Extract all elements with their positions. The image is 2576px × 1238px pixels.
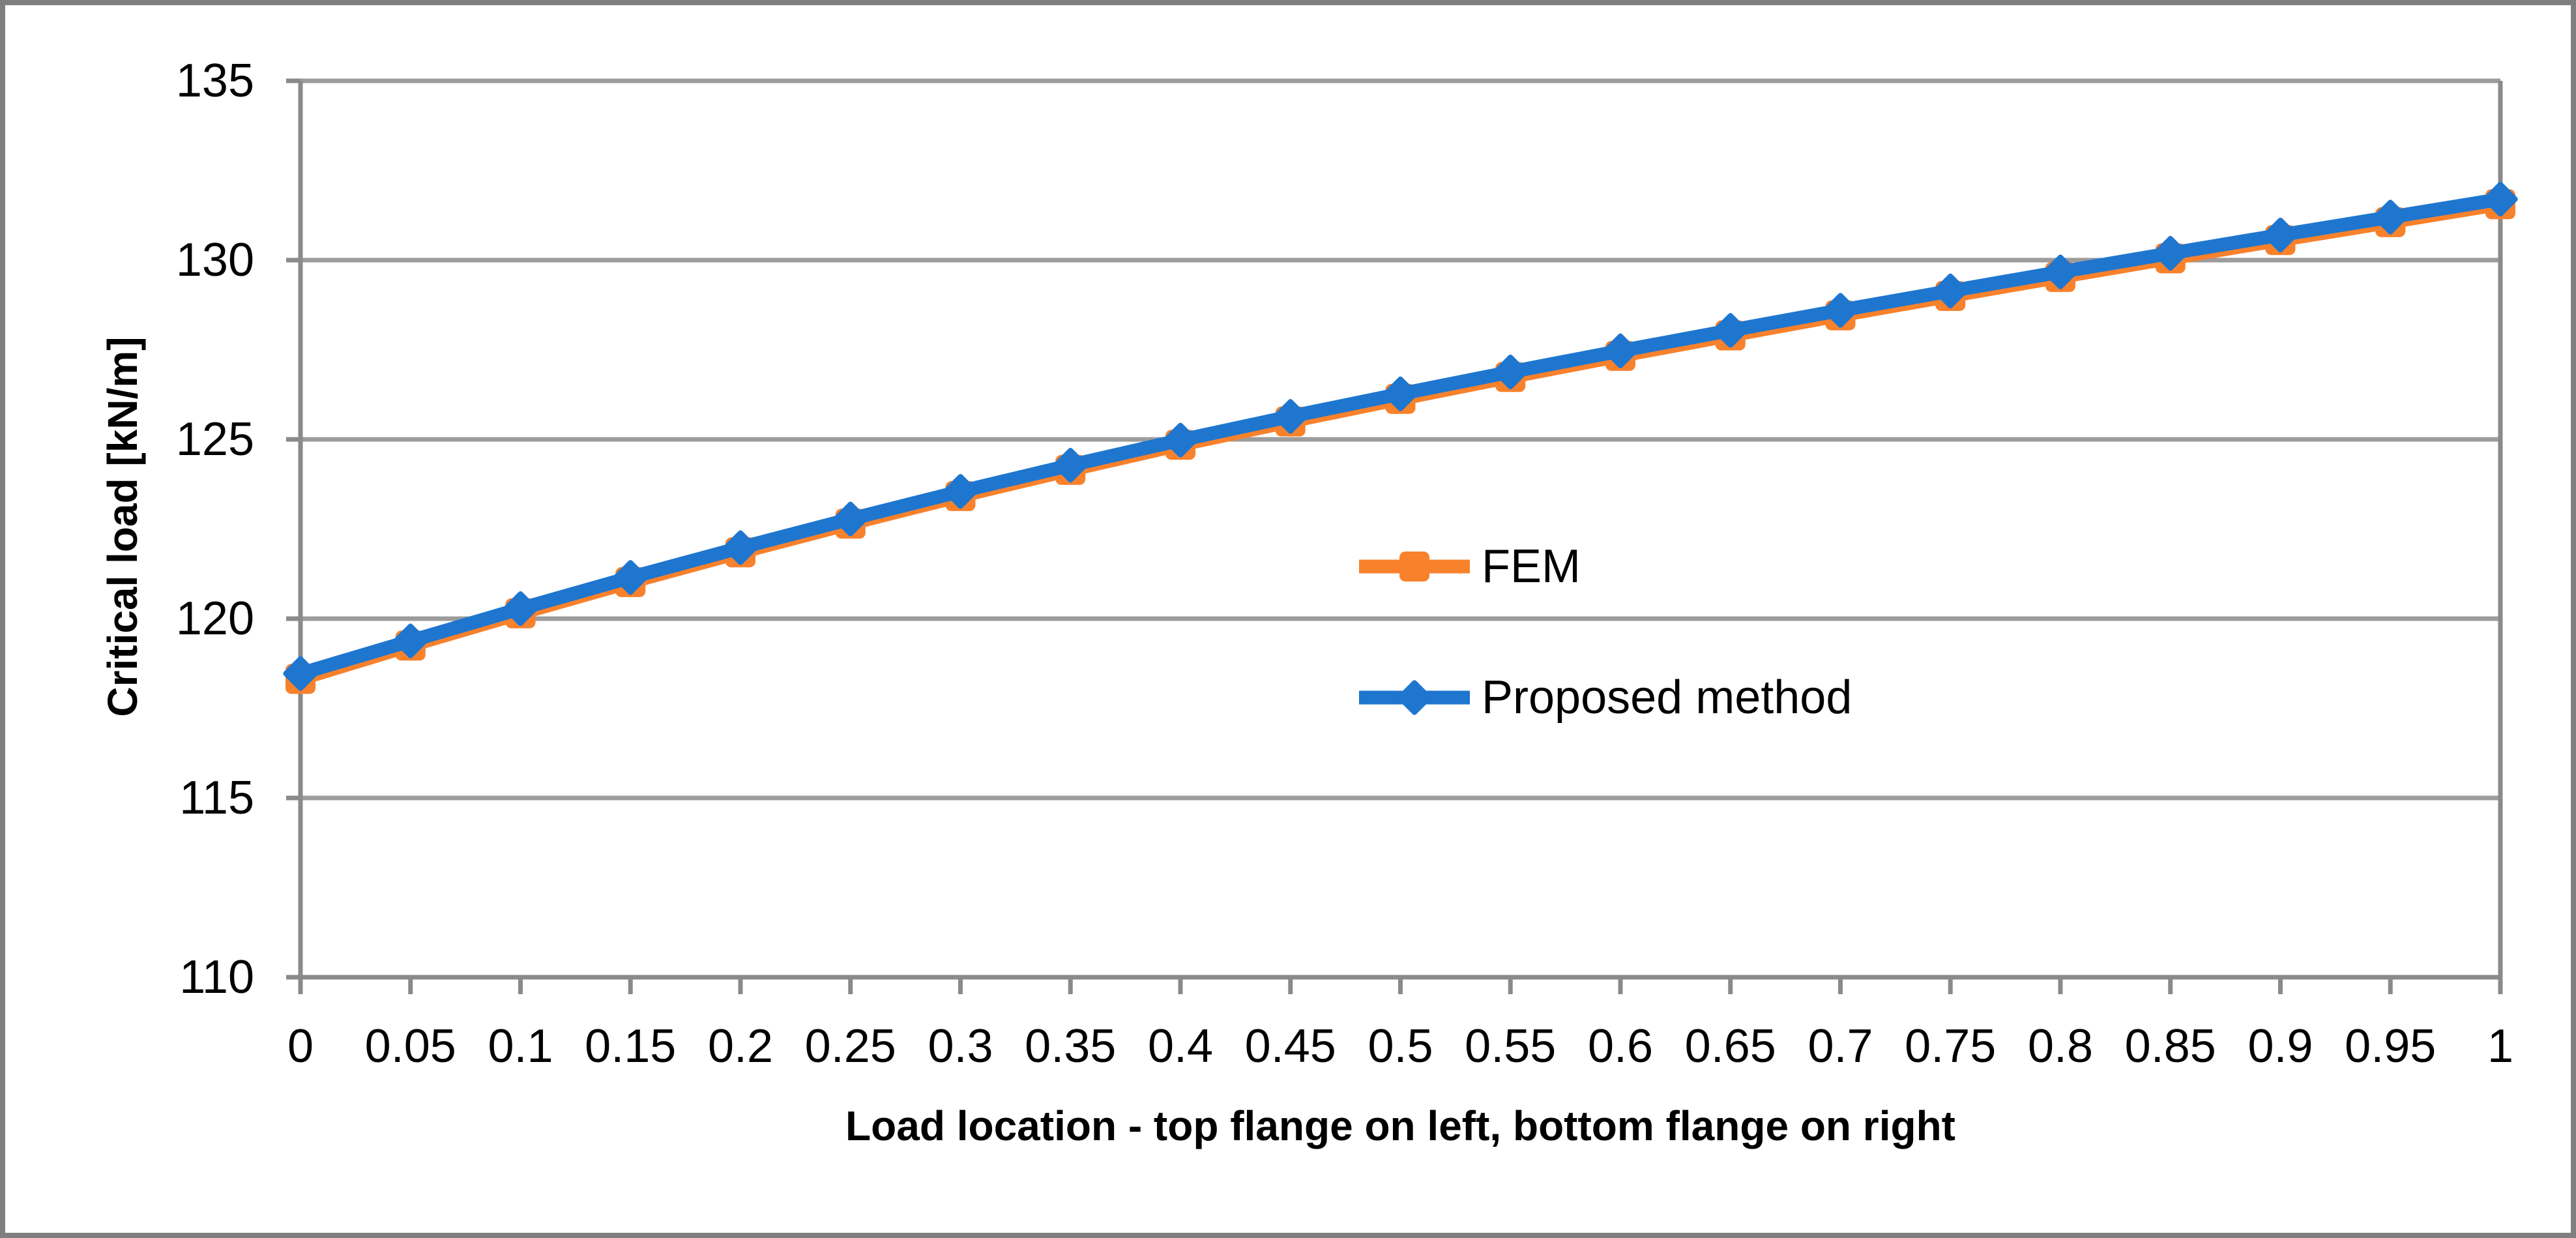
x-tick-label: 0.05 bbox=[364, 1020, 456, 1072]
marker-diamond-proposed bbox=[1273, 399, 1308, 434]
marker-diamond-proposed bbox=[2373, 199, 2408, 235]
y-tick-label: 110 bbox=[179, 951, 254, 1003]
marker-diamond-proposed bbox=[613, 560, 648, 595]
marker-diamond-proposed bbox=[1163, 422, 1198, 458]
marker-diamond-proposed bbox=[943, 474, 978, 509]
x-tick-label: 0.85 bbox=[2124, 1020, 2216, 1072]
y-tick-label: 125 bbox=[175, 413, 254, 465]
marker-diamond-proposed bbox=[1383, 376, 1418, 411]
marker-diamond-proposed bbox=[833, 501, 868, 537]
marker-diamond-proposed bbox=[283, 656, 318, 691]
fem-square-marker-icon bbox=[1359, 552, 1470, 582]
x-tick-label: 0.2 bbox=[707, 1020, 774, 1072]
legend-label-fem: FEM bbox=[1482, 540, 1581, 593]
y-tick-label: 130 bbox=[175, 234, 254, 286]
x-tick-label: 0.95 bbox=[2345, 1020, 2437, 1072]
marker-diamond-proposed bbox=[2153, 235, 2188, 271]
legend-label-proposed: Proposed method bbox=[1482, 671, 1852, 724]
y-axis-title: Critical load [kN/m] bbox=[99, 336, 146, 717]
x-tick-label: 0.6 bbox=[1587, 1020, 1654, 1072]
x-tick-label: 0.35 bbox=[1025, 1020, 1117, 1072]
plot-area bbox=[283, 78, 2518, 994]
marker-diamond-proposed bbox=[1603, 333, 1638, 368]
marker-diamond-proposed bbox=[2483, 181, 2518, 217]
legend-entry-proposed: Proposed method bbox=[1359, 671, 1852, 724]
x-tick-label: 0.8 bbox=[2027, 1020, 2094, 1072]
x-tick-label: 0.1 bbox=[488, 1020, 553, 1072]
x-tick-label: 0.9 bbox=[2247, 1020, 2313, 1072]
x-tick-label: 0.75 bbox=[1905, 1020, 1997, 1072]
marker-diamond-proposed bbox=[1822, 293, 1858, 328]
x-tick-label: 0.65 bbox=[1684, 1020, 1776, 1072]
marker-diamond-proposed bbox=[393, 623, 428, 658]
y-tick-label: 115 bbox=[179, 772, 254, 824]
x-tick-label: 0.7 bbox=[1808, 1020, 1873, 1072]
marker-diamond-proposed bbox=[2262, 217, 2298, 253]
x-tick-label: 0.4 bbox=[1147, 1020, 1214, 1072]
marker-diamond-proposed bbox=[1713, 313, 1748, 348]
x-tick-label: 1 bbox=[2487, 1020, 2514, 1072]
legend-entry-fem: FEM bbox=[1359, 540, 1581, 593]
x-tick-label: 0.5 bbox=[1368, 1020, 1433, 1072]
x-axis-title: Load location - top flange on left, bott… bbox=[845, 1102, 1955, 1149]
y-tick-label: 120 bbox=[175, 593, 254, 645]
x-tick-label: 0.55 bbox=[1465, 1020, 1557, 1072]
marker-diamond-proposed bbox=[723, 530, 758, 565]
marker-diamond-proposed bbox=[2043, 254, 2078, 289]
marker-diamond-proposed bbox=[1493, 354, 1528, 390]
marker-diamond-proposed bbox=[503, 591, 538, 626]
y-tick-label: 135 bbox=[175, 55, 254, 107]
proposed-diamond-marker-icon bbox=[1359, 680, 1470, 715]
x-tick-label: 0.45 bbox=[1244, 1020, 1336, 1072]
x-tick-label: 0 bbox=[287, 1020, 314, 1072]
x-tick-label: 0.15 bbox=[585, 1020, 677, 1072]
x-tick-label: 0.25 bbox=[804, 1020, 896, 1072]
x-tick-label: 0.3 bbox=[928, 1020, 993, 1072]
marker-diamond-proposed bbox=[1933, 273, 1968, 308]
marker-diamond-proposed bbox=[1053, 447, 1088, 483]
